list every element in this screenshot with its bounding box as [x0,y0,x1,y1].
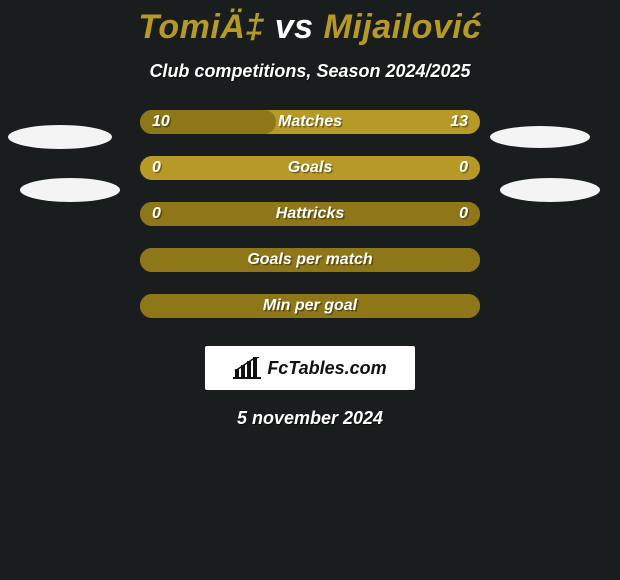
logo-box: FcTables.com [205,346,415,390]
title-player1: TomiÄ‡ [138,8,264,46]
stat-label: Goals [288,159,332,177]
stat-row-matches: 10 13 Matches [140,110,480,134]
page-title: TomiÄ‡ vs Mijailović [0,0,620,47]
stat-label: Goals per match [247,251,372,269]
stat-value-left: 10 [152,113,170,131]
stat-value-left: 0 [152,159,161,177]
stat-row-hattricks: 0 0 Hattricks [140,202,480,226]
title-player2: Mijailović [324,8,482,46]
stat-row-gpm: Goals per match [140,248,480,272]
stat-value-right: 13 [450,113,468,131]
stat-label: Hattricks [276,205,344,223]
subtitle: Club competitions, Season 2024/2025 [0,61,620,82]
decorative-ellipse [8,125,112,149]
comparison-page: TomiÄ‡ vs Mijailović Club competitions, … [0,0,620,580]
logo-text: FcTables.com [267,358,386,379]
stat-row-mpg: Min per goal [140,294,480,318]
decorative-ellipse [490,126,590,148]
stat-value-right: 0 [459,205,468,223]
stats-block: 10 13 Matches 0 0 Goals 0 0 Hattricks Goals per m… [140,110,480,318]
decorative-ellipse [20,178,120,202]
stat-row-goals: 0 0 Goals [140,156,480,180]
date-text: 5 november 2024 [0,408,620,429]
stat-label: Matches [278,113,342,131]
bar-chart-icon [233,357,261,379]
stat-label: Min per goal [263,297,357,315]
decorative-ellipse [500,178,600,202]
stat-value-right: 0 [459,159,468,177]
stat-value-left: 0 [152,205,161,223]
title-vs: vs [275,8,314,46]
